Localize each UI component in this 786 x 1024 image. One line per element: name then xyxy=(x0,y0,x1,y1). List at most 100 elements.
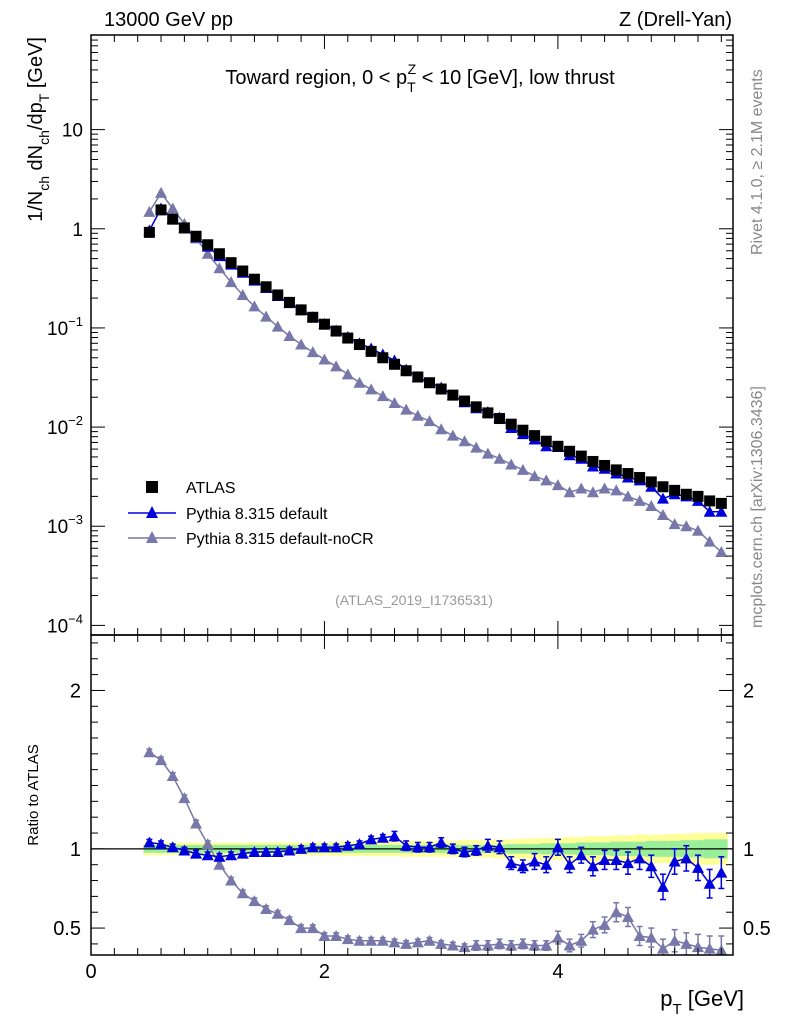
ratio-point-triangle xyxy=(575,934,588,946)
data-point-square xyxy=(260,281,272,293)
legend-entry-atlas: ATLAS xyxy=(146,480,236,497)
ratio-point-triangle xyxy=(365,833,378,845)
data-point-triangle xyxy=(563,486,576,498)
legend-label: Pythia 8.315 default-noCR xyxy=(186,531,374,548)
ratio-point-triangle xyxy=(306,922,319,934)
ratio-point-triangle xyxy=(633,929,646,941)
ratio-point-triangle xyxy=(505,857,518,869)
data-point-square xyxy=(529,430,541,442)
data-point-square xyxy=(400,365,412,377)
ratio-point-triangle xyxy=(423,934,436,946)
ratio-point-triangle xyxy=(540,858,553,870)
data-point-triangle xyxy=(225,276,238,288)
data-point-square xyxy=(610,464,622,476)
data-point-square xyxy=(272,289,284,301)
data-point-triangle xyxy=(586,486,599,498)
ratio-point-triangle xyxy=(376,934,389,946)
data-point-square xyxy=(388,358,400,370)
data-point-square xyxy=(377,352,389,364)
data-point-square xyxy=(622,468,634,480)
ratio-point-triangle xyxy=(353,838,366,850)
ratio-point-triangle xyxy=(458,846,471,858)
ratio-point-triangle xyxy=(225,874,238,886)
ratio-point-triangle xyxy=(178,844,191,856)
data-point-triangle xyxy=(236,288,249,300)
ratio-point-triangle xyxy=(551,931,564,943)
ratio-series-pythia-nocr xyxy=(143,746,728,955)
data-point-triangle xyxy=(271,320,284,332)
main-y-axis-label: 1/Nch dNch/dpT [GeV] xyxy=(25,37,52,222)
data-point-triangle xyxy=(166,202,179,214)
data-point-square xyxy=(225,257,237,269)
data-point-triangle xyxy=(260,310,273,322)
ratio-point-triangle xyxy=(575,849,588,861)
data-point-triangle xyxy=(516,463,529,475)
ratio-point-triangle xyxy=(610,853,623,865)
ratio-point-triangle xyxy=(213,850,226,862)
series-line xyxy=(148,191,722,553)
data-point-triangle xyxy=(248,300,261,312)
data-point-triangle xyxy=(423,415,436,427)
ratio-point-triangle xyxy=(295,842,308,854)
data-point-triangle xyxy=(691,524,704,536)
data-point-square xyxy=(575,450,587,462)
y-tick-label: 10−4 xyxy=(47,611,83,637)
ratio-point-triangle xyxy=(563,858,576,870)
data-point-triangle xyxy=(143,205,156,217)
data-point-triangle xyxy=(365,383,378,395)
ratio-point-triangle xyxy=(680,852,693,864)
legend-label: ATLAS xyxy=(186,480,236,497)
data-point-triangle xyxy=(505,458,518,470)
data-point-triangle xyxy=(353,376,366,388)
ratio-point-triangle xyxy=(155,754,168,766)
process-label: Z (Drell-Yan) xyxy=(619,9,732,31)
y-tick-label: 0.5 xyxy=(53,918,81,940)
data-point-triangle xyxy=(668,518,681,530)
ratio-point-triangle xyxy=(388,830,401,842)
ratio-point-triangle xyxy=(586,923,599,935)
ratio-point-triangle xyxy=(446,842,459,854)
series-atlas xyxy=(143,204,727,509)
ratio-point-triangle xyxy=(341,933,354,945)
ratio-point-triangle xyxy=(621,857,634,869)
y-tick-label: 1 xyxy=(70,839,81,861)
ratio-point-triangle xyxy=(481,939,494,951)
data-point-triangle xyxy=(703,535,716,547)
ratio-point-triangle xyxy=(668,934,681,946)
data-point-square xyxy=(295,304,307,316)
ratio-panel: 0.5 0.5 1 1 2 2 0 2 4 Ratio to ATLAS pT [GeV] xyxy=(25,634,771,1018)
ratio-point-triangle xyxy=(493,937,506,949)
y-tick-label-right: 2 xyxy=(743,680,754,702)
data-point-square xyxy=(517,424,529,436)
ratio-point-triangle xyxy=(365,934,378,946)
y-tick-label: 2 xyxy=(70,680,81,702)
ratio-point-triangle xyxy=(551,841,564,853)
data-point-triangle xyxy=(528,470,541,482)
ratio-point-triangle xyxy=(563,939,576,951)
data-point-square xyxy=(283,296,295,308)
ratio-point-triangle xyxy=(166,769,179,781)
ratio-point-triangle xyxy=(318,841,331,853)
ratio-point-triangle xyxy=(528,939,541,951)
ratio-point-triangle xyxy=(376,831,389,843)
ratio-point-triangle xyxy=(225,849,238,861)
data-point-triangle xyxy=(330,360,343,372)
data-point-square xyxy=(669,484,681,496)
ratio-point-triangle xyxy=(598,918,611,930)
mcplots-label: mcplots.cern.ch [arXiv:1306.3436] xyxy=(749,386,766,628)
data-point-triangle xyxy=(715,545,728,557)
ratio-point-triangle xyxy=(248,846,261,858)
data-point-square xyxy=(365,345,377,357)
data-point-triangle xyxy=(411,409,424,421)
data-point-square xyxy=(657,481,669,493)
ratio-point-triangle xyxy=(143,746,156,758)
main-title: Toward region, 0 < pTZ < 10 [GeV], low t… xyxy=(225,61,615,95)
data-point-square xyxy=(692,490,704,502)
ratio-point-triangle xyxy=(703,877,716,889)
ratio-point-triangle xyxy=(470,939,483,951)
y-tick-label: 10−2 xyxy=(47,413,83,439)
ratio-point-triangle xyxy=(481,839,494,851)
data-point-triangle xyxy=(610,484,623,496)
ratio-point-triangle xyxy=(248,895,261,907)
